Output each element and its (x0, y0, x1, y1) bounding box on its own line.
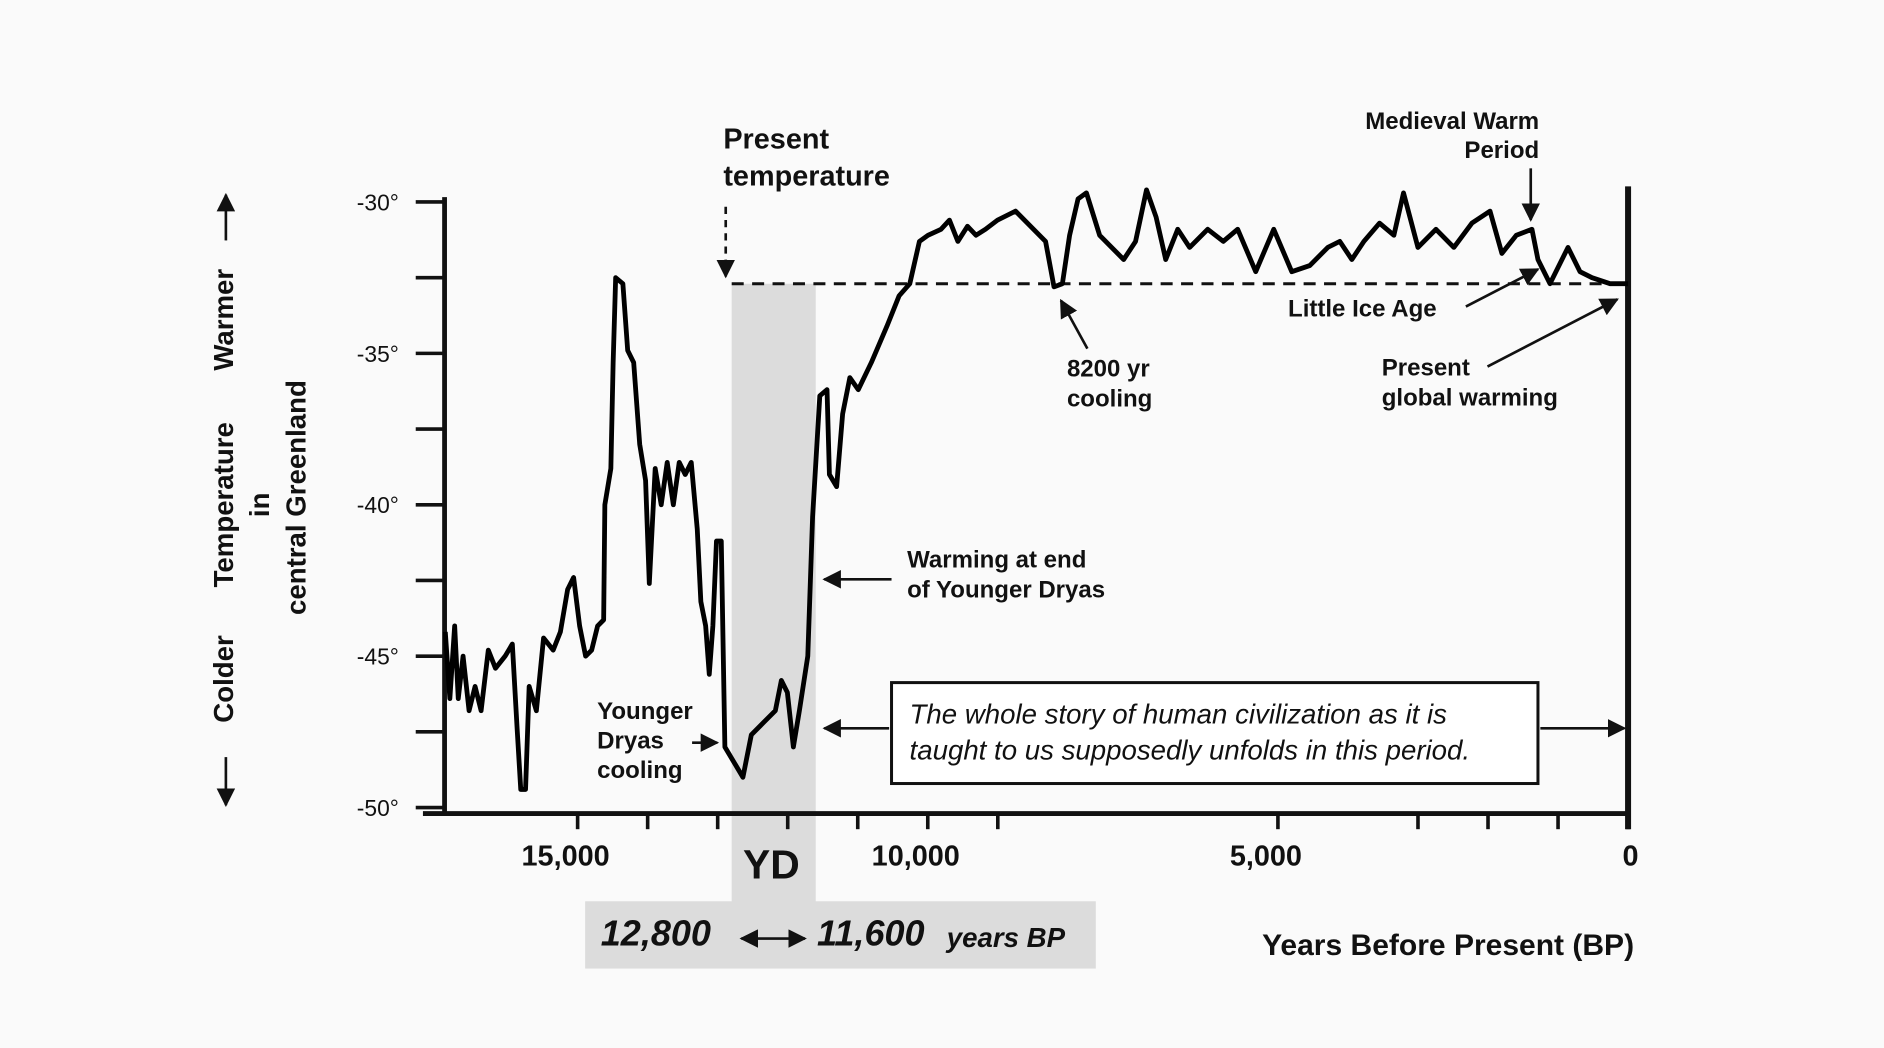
y-axis-label: central Greenland (280, 380, 311, 615)
band-unit: years BP (945, 922, 1066, 953)
y-tick-label: -50° (357, 795, 399, 821)
temperature-line (442, 187, 1629, 792)
y-axis-label: in (244, 492, 275, 517)
annotation: of Younger Dryas (907, 577, 1105, 604)
y-axis-label: Temperature (208, 422, 239, 587)
x-tick-label: 15,000 (522, 841, 610, 873)
warmer-label: Warmer (208, 269, 239, 371)
yd-band (731, 283, 816, 904)
x-tick-label: 5,000 (1230, 841, 1302, 873)
arrow (1465, 268, 1540, 308)
annotation: cooling (1067, 386, 1152, 413)
arrow (1486, 298, 1619, 368)
band-name: YD (743, 841, 800, 887)
annotation: temperature (723, 161, 890, 193)
y-tick-label: -40° (357, 492, 399, 518)
band-start: 12,800 (601, 913, 711, 954)
annotation: Younger (597, 698, 693, 725)
x-tick-label: 0 (1622, 841, 1638, 873)
annotation: Period (1464, 137, 1539, 164)
annotation: Warming at end (907, 547, 1086, 574)
annotation: 8200 yr (1067, 356, 1150, 383)
colder-label: Colder (208, 635, 239, 723)
annotation: Present (723, 123, 829, 155)
statement-text: The whole story of human civilization as… (910, 699, 1448, 730)
annotation: Dryas (597, 727, 664, 754)
y-tick-label: -35° (357, 341, 399, 367)
arrow (1059, 298, 1089, 350)
annotation: cooling (597, 757, 682, 784)
x-tick-label: 10,000 (872, 841, 960, 873)
annotation: Medieval Warm (1365, 108, 1539, 135)
statement-box (890, 681, 1540, 786)
annotation: Little Ice Age (1288, 295, 1437, 322)
y-tick-label: -45° (357, 644, 399, 670)
annotation: Present (1382, 354, 1470, 381)
band-end: 11,600 (817, 913, 925, 954)
x-axis-label: Years Before Present (BP) (1262, 929, 1634, 962)
yd-years-box (585, 901, 1096, 969)
y-tick-label: -30° (357, 189, 399, 215)
statement-text: taught to us supposedly unfolds in this … (910, 735, 1471, 766)
annotation: global warming (1382, 384, 1558, 411)
